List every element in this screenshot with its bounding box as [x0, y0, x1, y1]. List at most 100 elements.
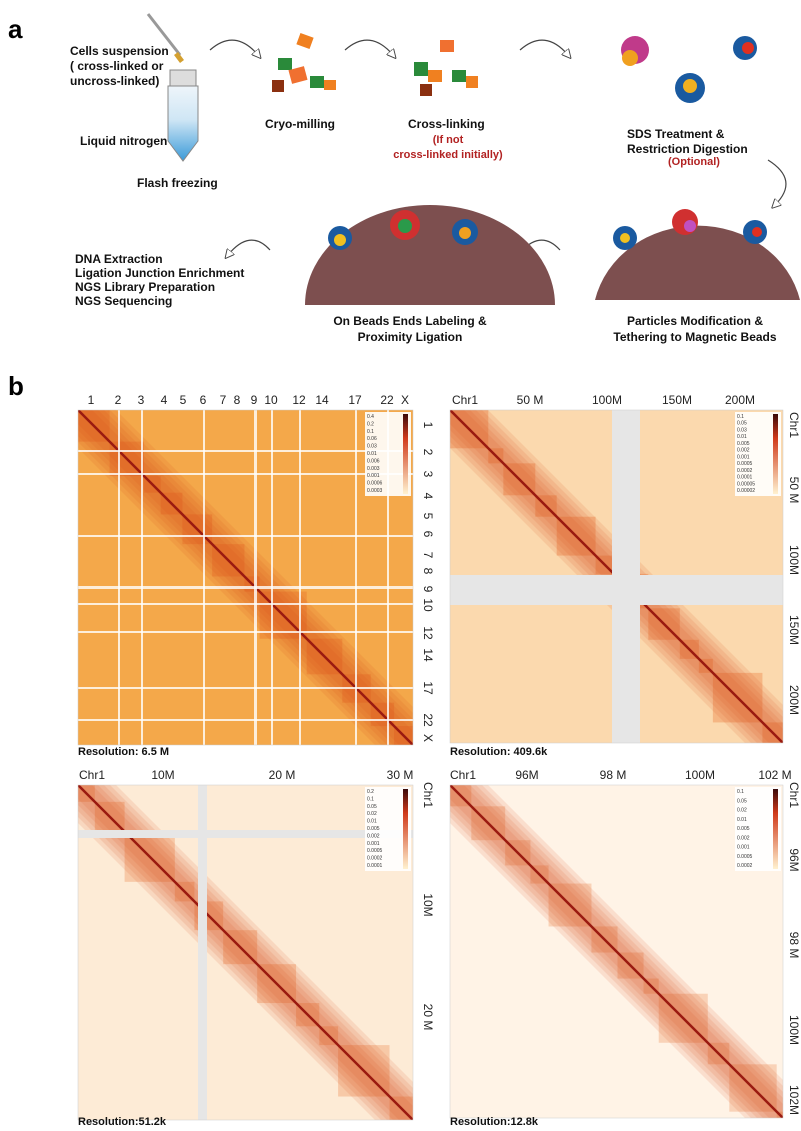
colorbar-label: 0.001: [737, 845, 750, 851]
colorbar-label: 0.01: [367, 451, 377, 457]
colorbar-label: 0.01: [737, 817, 747, 823]
step-title: Cross-linking: [408, 117, 485, 131]
colorbar-label: 0.001: [367, 473, 380, 479]
y-tick-label: 1: [421, 422, 435, 429]
x-tick-label: 10M: [151, 768, 174, 782]
colorbar-label: 0.006: [367, 458, 380, 464]
y-tick-label: 100M: [787, 1015, 801, 1045]
frame: [77, 784, 414, 1121]
resolution-label: Resolution: 6.5 M: [78, 746, 169, 758]
x-tick-label: 1: [88, 393, 95, 407]
step-title: Particles Modification &: [627, 314, 763, 328]
x-tick-label: 7: [220, 393, 227, 407]
step-text: ( cross-linked or: [70, 59, 164, 73]
x-tick-label: 5: [180, 393, 187, 407]
x-tick-label: 6: [200, 393, 207, 407]
resolution-label: Resolution:12.8k: [450, 1116, 539, 1128]
x-tick-label: 200M: [725, 393, 755, 407]
colorbar: [773, 789, 778, 869]
y-tick-label: 9: [421, 586, 435, 593]
colorbar-label: 0.005: [367, 826, 380, 832]
frame: [449, 784, 784, 1119]
beads: [305, 205, 800, 305]
colorbar-label: 0.2: [367, 421, 374, 427]
y-tick-label: 50 M: [787, 477, 801, 504]
step-list: Ligation Junction Enrichment: [75, 266, 244, 280]
diagonal: [450, 785, 783, 1118]
colorbar-label: 0.0003: [367, 488, 383, 494]
colorbar-label: 0.0005: [737, 854, 753, 860]
colorbar-label: 0.00005: [737, 481, 755, 487]
x-tick-label: 50 M: [517, 393, 544, 407]
gap: [299, 410, 301, 745]
y-tick-label: Chr1: [421, 782, 435, 808]
y-tick-label: 10: [421, 598, 435, 612]
colorbar-label: 0.0002: [737, 863, 753, 869]
gap: [78, 473, 413, 475]
colorbar-label: 0.02: [737, 808, 747, 814]
heatmap: [450, 785, 783, 1118]
x-tick-label: 14: [315, 393, 329, 407]
gap: [387, 410, 389, 745]
colorbar-label: 0.1: [367, 796, 374, 802]
colorbar-label: 0.0005: [737, 461, 753, 467]
y-tick-label: 98 M: [787, 932, 801, 959]
y-tick-label: 7: [421, 552, 435, 559]
colorbar-label: 0.1: [737, 789, 744, 795]
gap: [78, 603, 413, 605]
colorbar: [403, 414, 408, 494]
colorbar-label: 0.005: [737, 441, 750, 447]
resolution-label: Resolution:51.2k: [78, 1116, 167, 1128]
colorbar-label: 0.0002: [367, 856, 383, 862]
y-tick-label: 200M: [787, 685, 801, 715]
colorbar-label: 0.02: [367, 811, 377, 817]
gap: [78, 830, 413, 838]
x-tick-label: 20 M: [269, 768, 296, 782]
gap: [203, 410, 205, 745]
frame: [449, 409, 784, 744]
colorbar: [403, 789, 408, 869]
colorbar-label: 0.05: [367, 804, 377, 810]
y-tick-label: Chr1: [787, 782, 801, 808]
x-tick-label: 4: [161, 393, 168, 407]
heatmap-panel: 0.1 0.05 0.02 0.01 0.005 0.002 0.001 0.0005 0.00…: [449, 768, 801, 1128]
heatmaps: 0.40.20.10.060.030.010.0060.0030.0010.00…: [77, 393, 801, 1128]
x-tick-label: 100M: [685, 768, 715, 782]
gap: [78, 535, 413, 537]
y-tick-label: 96M: [787, 848, 801, 871]
x-tick-label: 102 M: [758, 768, 791, 782]
x-tick-label: 10: [264, 393, 278, 407]
gap: [141, 410, 143, 745]
gap: [254, 410, 257, 745]
colorbar-label: 0.1: [367, 429, 374, 435]
step-note: (If not: [433, 134, 464, 146]
diagonal: [78, 785, 413, 1120]
y-tick-label: 22: [421, 713, 435, 727]
y-tick-label: 20 M: [421, 1004, 435, 1031]
step-list: NGS Library Preparation: [75, 280, 215, 294]
y-tick-label: 2: [421, 449, 435, 456]
particles: [272, 32, 757, 103]
colorbar: [773, 414, 778, 494]
step-note: cross-linked initially): [393, 149, 503, 161]
step-list: NGS Sequencing: [75, 294, 172, 308]
gap: [118, 410, 120, 745]
x-tick-label: 98 M: [600, 768, 627, 782]
y-tick-label: 100M: [787, 545, 801, 575]
gap: [355, 410, 357, 745]
y-tick-label: 5: [421, 513, 435, 520]
y-tick-label: Chr1: [787, 412, 801, 438]
colorbar-label: 0.0005: [367, 848, 383, 854]
step-title: Restriction Digestion: [627, 142, 748, 156]
colorbar-label: 0.06: [367, 436, 377, 442]
x-tick-label: 2: [115, 393, 122, 407]
colorbar-label: 0.01: [367, 819, 377, 825]
x-tick-label: 12: [292, 393, 306, 407]
x-tick-label: Chr1: [452, 393, 478, 407]
y-tick-label: 4: [421, 493, 435, 500]
colorbar-label: 0.03: [367, 444, 377, 450]
resolution-label: Resolution: 409.6k: [450, 746, 548, 758]
colorbar-label: 0.0001: [367, 863, 383, 869]
x-tick-label: 150M: [662, 393, 692, 407]
